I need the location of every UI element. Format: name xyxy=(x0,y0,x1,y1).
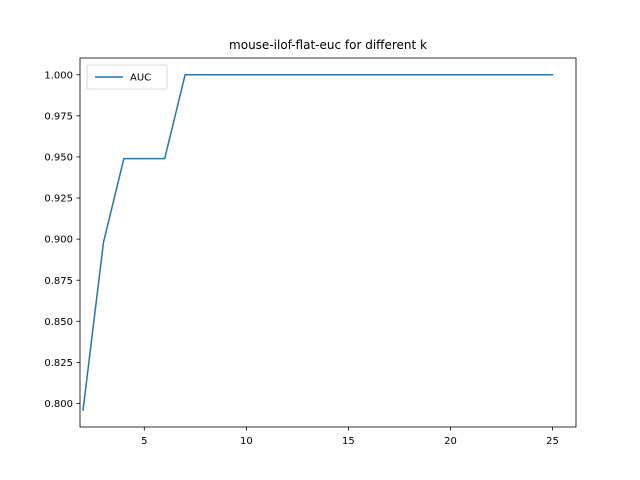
x-tick-label: 25 xyxy=(546,436,559,447)
y-tick-label: 0.850 xyxy=(44,317,73,328)
x-tick-label: 20 xyxy=(444,436,457,447)
y-tick-label: 0.800 xyxy=(44,399,73,410)
chart-title: mouse-ilof-flat-euc for different k xyxy=(229,38,427,52)
y-tick-label: 0.950 xyxy=(44,153,73,164)
y-tick-label: 1.000 xyxy=(44,70,73,81)
y-tick-label: 0.925 xyxy=(44,194,73,205)
y-tick-label: 0.875 xyxy=(44,276,73,287)
legend: AUC xyxy=(86,64,168,90)
legend-label: AUC xyxy=(130,73,151,84)
plot-frame xyxy=(79,57,577,428)
series-line-auc xyxy=(82,74,554,411)
x-axis: 5 10 15 20 25 xyxy=(141,427,559,447)
y-tick-label: 0.825 xyxy=(44,358,73,369)
x-tick-label: 5 xyxy=(141,436,147,447)
y-tick-label: 0.975 xyxy=(44,111,73,122)
plot-area xyxy=(79,57,577,428)
y-axis: 0.800 0.825 0.850 0.875 0.900 0.925 0.950 0.975… xyxy=(44,70,80,410)
series-layer xyxy=(82,74,554,411)
y-tick-label: 0.900 xyxy=(44,235,73,246)
x-tick-label: 10 xyxy=(240,436,253,447)
legend-box xyxy=(86,64,168,90)
x-tick-label: 15 xyxy=(342,436,355,447)
